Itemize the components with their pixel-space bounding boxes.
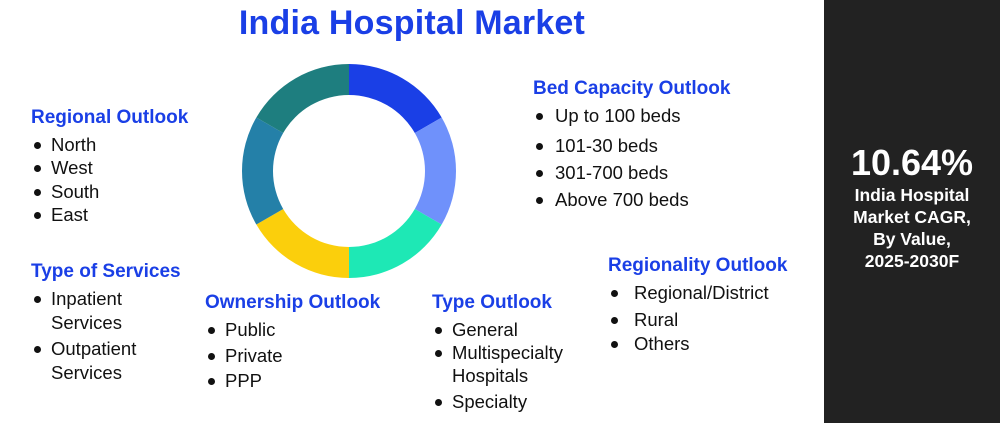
cagr-label: India Hospital Market CAGR, By Value, 20… [824,184,1000,272]
cagr-panel: 10.64% India Hospital Market CAGR, By Va… [824,0,1000,423]
list-item: Specialty [432,390,597,413]
donut-segment [349,64,442,133]
list-item: General [432,318,597,341]
donut-segment [349,209,442,278]
section-regionality-outlook: Regionality Outlook Regional/District Ru… [608,255,787,356]
list-item: North [31,133,188,157]
list-item: Public [205,318,380,342]
list-item: West [31,156,188,180]
list-item: Rural [608,308,787,332]
section-type-outlook: Type Outlook General Multispecialty Hosp… [432,292,597,413]
list-item: Inpatient Services [31,287,181,335]
section-bed-capacity-outlook: Bed Capacity Outlook Up to 100 beds 101-… [533,78,730,212]
regional-outlook-heading: Regional Outlook [31,107,189,128]
list-item: Above 700 beds [533,188,730,212]
list-item: South [31,180,188,204]
list-item: Outpatient Services [31,337,181,385]
type-outlook-heading: Type Outlook [432,292,552,313]
section-regional-outlook: Regional Outlook North West South East [31,107,188,227]
list-item: Multispecialty Hospitals [432,341,597,387]
cagr-label-line: 2025-2030F [864,251,960,271]
cagr-value: 10.64% [850,142,974,183]
list-item: East [31,203,188,227]
donut-ring [242,64,456,278]
donut-segment [256,64,349,133]
donut-segment [242,117,284,225]
page-title: India Hospital Market [238,4,586,42]
section-ownership-outlook: Ownership Outlook Public Private PPP [205,292,380,393]
type-of-services-heading: Type of Services [31,261,181,282]
list-item: 301-700 beds [533,161,730,185]
cagr-label-line: India Hospital [854,185,970,205]
list-item: 101-30 beds [533,134,730,158]
cagr-label-line: Market CAGR, [853,207,971,227]
section-type-of-services: Type of Services Inpatient Services Outp… [31,261,181,385]
list-item: Up to 100 beds [533,104,730,128]
list-item: Private [205,344,380,368]
list-item: Regional/District [608,281,787,305]
ownership-outlook-heading: Ownership Outlook [205,292,381,313]
list-item: Others [608,332,787,356]
cagr-label-line: By Value, [873,229,951,249]
donut-segment [256,209,349,278]
donut-segment [414,117,456,225]
bed-capacity-outlook-heading: Bed Capacity Outlook [533,78,731,99]
regionality-outlook-heading: Regionality Outlook [608,255,788,276]
list-item: PPP [205,369,380,393]
